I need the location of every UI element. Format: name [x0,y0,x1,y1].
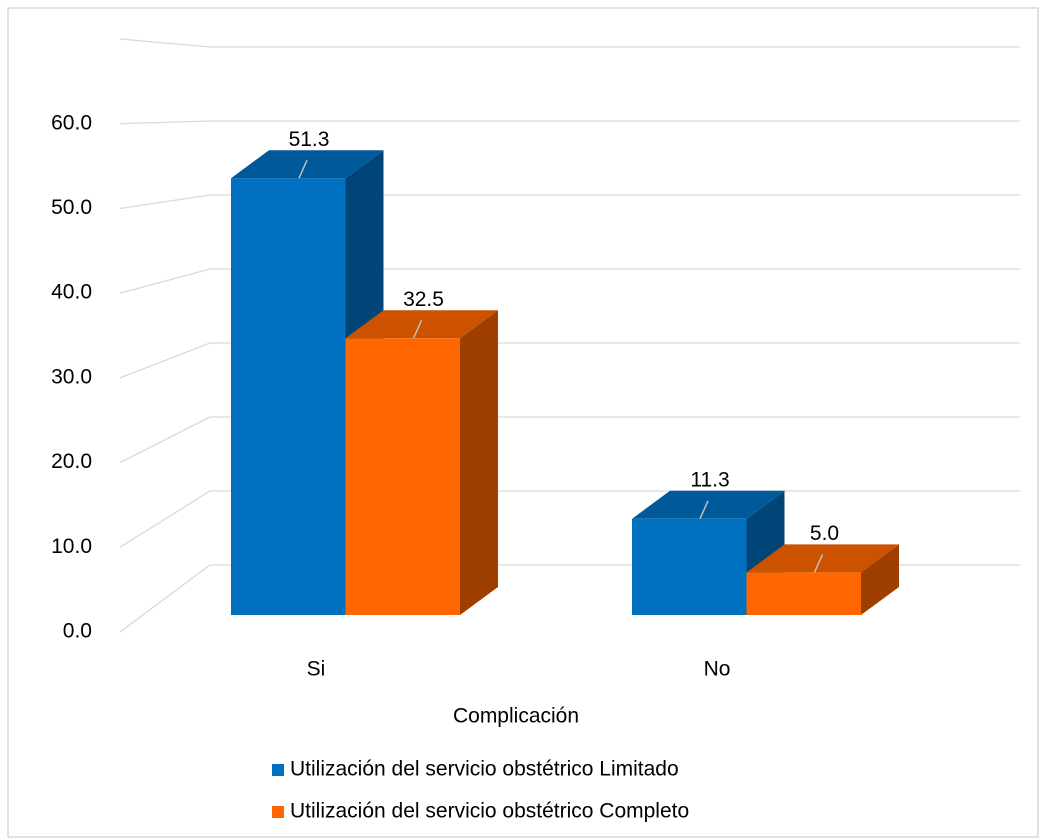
legend-swatch [272,764,284,776]
bar-top [345,310,498,339]
legend-swatch [272,806,284,818]
grid-line [119,194,1020,210]
legend-label: Utilización del servicio obstétrico Limi… [290,758,679,781]
y-tick-label: 0.0 [63,620,92,643]
data-label: 5.0 [810,522,839,545]
y-tick-label: 40.0 [51,281,92,304]
data-label: 11.3 [690,468,729,491]
chart-frame [7,7,1039,838]
grid-line [119,120,1020,125]
bar-top [231,150,384,179]
grid-line [119,342,1020,379]
label-leader [699,500,709,520]
y-tick-label: 30.0 [51,365,92,388]
y-tick-label: 20.0 [51,450,92,473]
bar-side [861,544,899,615]
bar [231,178,346,615]
y-tick-label: 10.0 [51,535,92,558]
y-tick-label: 60.0 [51,111,92,134]
label-leader [298,159,308,179]
data-label: 51.3 [289,128,330,151]
bar [746,572,861,615]
grid-line [119,268,1020,294]
bar-side [460,310,498,615]
bar [632,518,747,615]
x-tick-label: Si [307,658,326,681]
label-leader [813,554,824,573]
x-tick-label: No [704,658,731,681]
x-axis-label: Complicación [453,705,579,728]
data-label: 32.5 [403,288,444,311]
wall-top [119,38,1020,48]
legend-label: Utilización del servicio obstétrico Comp… [290,800,689,823]
bar-top [746,544,899,573]
label-leader [412,319,423,339]
bar [345,338,460,615]
bar-top [632,490,785,519]
grid-line [119,416,1020,464]
y-tick-label: 50.0 [51,196,92,219]
